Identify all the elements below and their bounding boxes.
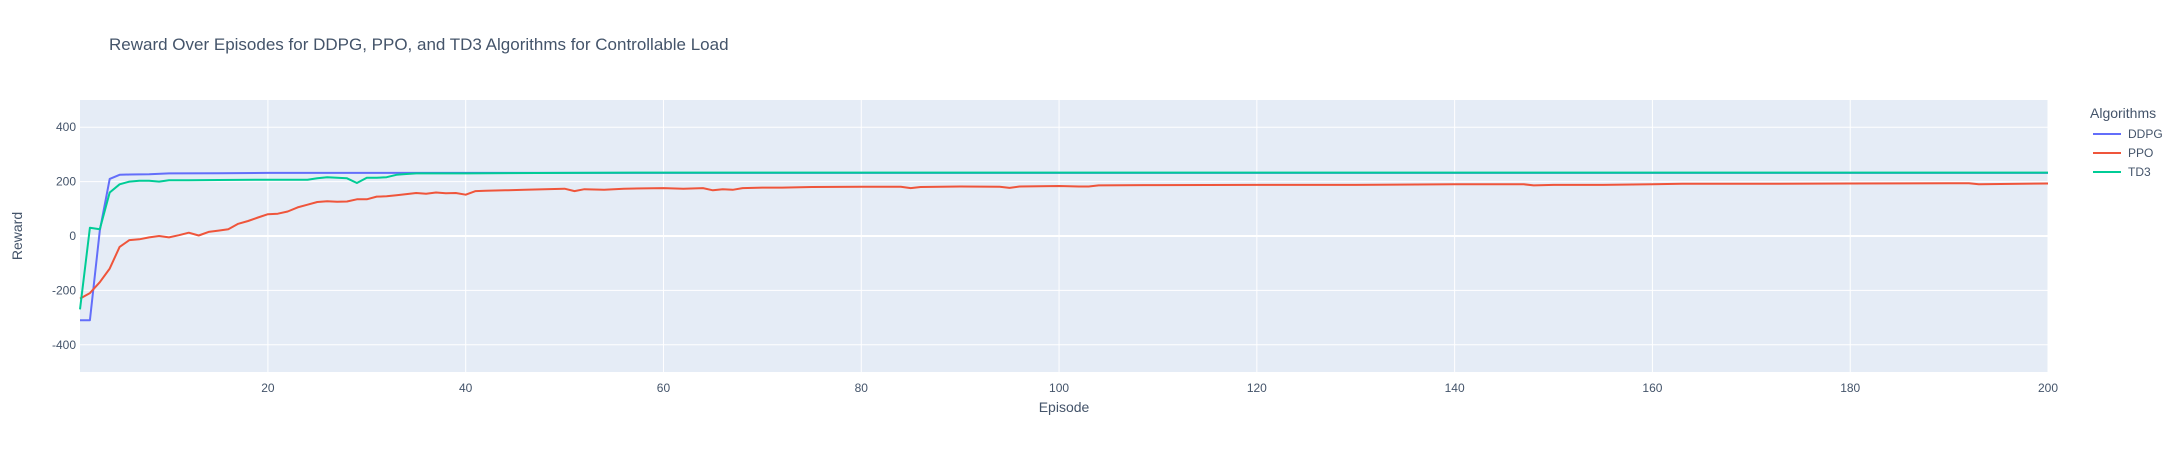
x-tick-label: 20 — [261, 381, 275, 395]
series-layer — [79, 171, 2049, 322]
x-tick-label: 60 — [657, 381, 671, 395]
x-axis-title: Episode — [1039, 399, 1090, 415]
y-tick-label: -400 — [52, 338, 76, 352]
x-tick-label: 180 — [1840, 381, 1860, 395]
x-tick-label: 140 — [1445, 381, 1465, 395]
x-tick-label: 100 — [1049, 381, 1069, 395]
y-axis-ticks: -400 -200 0 200 400 — [52, 120, 76, 352]
legend-label-ddpg: DDPG — [2128, 127, 2163, 141]
chart-title: Reward Over Episodes for DDPG, PPO, and … — [109, 35, 729, 54]
y-tick-label: 200 — [56, 175, 76, 189]
legend-label-ppo: PPO — [2128, 146, 2153, 160]
x-tick-label: 120 — [1247, 381, 1267, 395]
series-line-ppo — [79, 182, 2049, 300]
y-tick-label: 400 — [56, 120, 76, 134]
y-axis-title: Reward — [9, 212, 25, 260]
y-tick-label: 0 — [69, 229, 76, 243]
x-tick-label: 160 — [1642, 381, 1662, 395]
x-tick-label: 200 — [2038, 381, 2058, 395]
legend: Algorithms DDPG PPO TD3 — [2090, 105, 2163, 179]
series-line-td3 — [79, 171, 2048, 310]
x-axis-ticks: 20 40 60 80 100 120 140 160 180 200 — [261, 381, 2058, 395]
legend-label-td3: TD3 — [2128, 165, 2151, 179]
x-tick-label: 80 — [855, 381, 869, 395]
grid-lines — [80, 100, 2049, 372]
y-tick-label: -200 — [52, 283, 76, 297]
x-tick-label: 40 — [459, 381, 473, 395]
legend-title: Algorithms — [2090, 105, 2156, 121]
